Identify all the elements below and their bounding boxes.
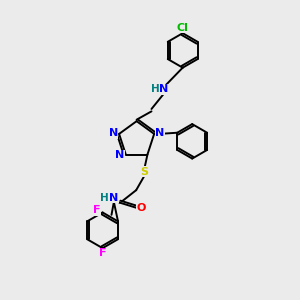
Text: N: N [155,128,165,138]
Text: O: O [136,203,146,213]
Text: Cl: Cl [177,23,189,33]
Text: N: N [109,193,119,203]
Text: S: S [140,167,148,177]
Text: F: F [99,248,106,259]
Text: N: N [115,150,124,160]
Text: H: H [100,193,109,202]
Text: F: F [93,205,100,215]
Text: N: N [109,128,118,138]
Text: H: H [151,84,159,94]
Text: N: N [159,84,169,94]
